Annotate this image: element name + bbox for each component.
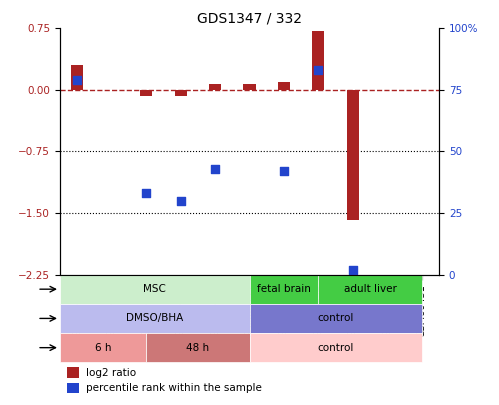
Point [280, 168, 288, 175]
FancyBboxPatch shape [250, 333, 422, 362]
Text: control: control [317, 313, 354, 324]
FancyBboxPatch shape [60, 275, 250, 304]
FancyBboxPatch shape [318, 275, 422, 304]
Point [349, 266, 357, 273]
Point [177, 198, 185, 204]
Text: percentile rank within the sample: percentile rank within the sample [86, 383, 262, 393]
FancyBboxPatch shape [60, 333, 146, 362]
Bar [71, 65, 83, 90]
Bar [175, 90, 187, 96]
Point [314, 67, 322, 73]
FancyBboxPatch shape [146, 333, 250, 362]
Text: log2 ratio: log2 ratio [86, 368, 137, 378]
Point [211, 166, 219, 172]
Bar [209, 84, 221, 90]
Text: control: control [317, 343, 354, 353]
Text: 48 h: 48 h [186, 343, 210, 353]
Point [73, 77, 81, 83]
Text: 6 h: 6 h [95, 343, 111, 353]
Text: fetal brain: fetal brain [257, 284, 311, 294]
Bar [140, 90, 152, 96]
Bar [67, 383, 79, 393]
Point [142, 190, 150, 196]
FancyBboxPatch shape [250, 304, 422, 333]
Text: MSC: MSC [143, 284, 166, 294]
FancyBboxPatch shape [250, 275, 318, 304]
Title: GDS1347 / 332: GDS1347 / 332 [197, 12, 302, 26]
FancyBboxPatch shape [60, 304, 250, 333]
Bar [278, 82, 290, 90]
Bar [244, 84, 255, 90]
Text: adult liver: adult liver [344, 284, 397, 294]
Text: DMSO/BHA: DMSO/BHA [126, 313, 183, 324]
Bar [312, 31, 324, 90]
Bar [67, 367, 79, 378]
Bar [347, 90, 359, 220]
